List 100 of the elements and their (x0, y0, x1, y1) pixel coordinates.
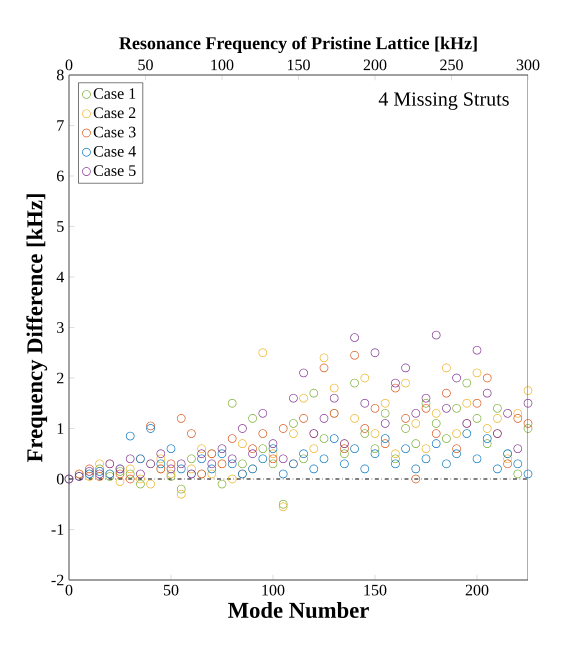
point (126, 432, 135, 440)
point (330, 434, 339, 443)
point (126, 454, 135, 464)
point (258, 409, 268, 418)
point (268, 460, 278, 468)
point (85, 472, 94, 481)
point (166, 470, 176, 478)
point (401, 444, 410, 454)
point (482, 434, 492, 443)
point (524, 424, 532, 433)
point (238, 460, 247, 468)
x2-tick-label: 150 (288, 59, 310, 70)
point (289, 394, 298, 403)
point (299, 394, 308, 403)
point (187, 454, 196, 464)
point (258, 444, 268, 454)
point (320, 414, 328, 423)
y-tick-label: 0 (56, 474, 64, 484)
point (207, 464, 216, 474)
point (197, 444, 206, 454)
point (524, 386, 532, 395)
point (116, 477, 124, 486)
point (126, 464, 135, 474)
legend-label: Case 4 (94, 146, 136, 157)
x-tick-label: 150 (364, 584, 386, 596)
point (360, 398, 370, 408)
point (95, 464, 104, 474)
y-tick-label: 2 (57, 372, 64, 384)
point (278, 502, 288, 512)
point (370, 449, 380, 458)
point (503, 460, 512, 468)
point (268, 454, 278, 464)
point (228, 460, 237, 468)
x-axis-title: Mode Number (228, 602, 369, 618)
legend-label: Case 2 (94, 107, 136, 118)
point (166, 472, 176, 481)
x-tick-label: 50 (164, 584, 178, 596)
point (228, 398, 237, 408)
point (524, 419, 532, 428)
point (432, 439, 441, 448)
point (401, 424, 410, 433)
point (482, 439, 492, 448)
point (482, 388, 492, 398)
legend-label: Case 5 (94, 165, 136, 176)
point (391, 378, 400, 388)
point (452, 444, 461, 454)
point (391, 454, 400, 464)
point (95, 460, 104, 468)
x2-tick-label: 50 (138, 59, 153, 70)
point (320, 454, 328, 464)
point (309, 464, 318, 474)
point (218, 449, 226, 458)
point (228, 434, 237, 443)
y-tick-label: 1 (58, 423, 64, 434)
point (156, 449, 166, 458)
point (299, 414, 308, 423)
point (411, 419, 420, 428)
point (462, 378, 472, 388)
point (95, 472, 104, 481)
point (360, 424, 370, 433)
point (248, 444, 257, 454)
point (360, 464, 370, 474)
point (228, 454, 237, 464)
point (176, 464, 186, 474)
point (278, 500, 288, 509)
point (197, 454, 206, 464)
point (432, 409, 441, 418)
annotation: 4 Missing Struts (378, 92, 509, 110)
x2-tick-label: 300 (516, 59, 540, 70)
x-tick-label: 0 (66, 584, 72, 596)
point (442, 404, 451, 413)
point (432, 419, 441, 428)
point (411, 409, 420, 418)
point (166, 444, 176, 454)
point (432, 330, 441, 340)
point (278, 454, 288, 464)
point (401, 364, 410, 372)
point (126, 470, 135, 478)
point (258, 348, 268, 358)
point (350, 378, 359, 388)
point (493, 404, 502, 413)
point (116, 470, 124, 478)
point (146, 480, 155, 488)
legend-label: Case 3 (94, 126, 136, 138)
point (320, 434, 328, 443)
point (340, 444, 349, 454)
point (370, 444, 380, 454)
point (268, 439, 278, 448)
y-tick-label: 8 (56, 70, 64, 80)
point (513, 444, 522, 454)
point (493, 464, 502, 474)
point (411, 464, 420, 474)
point (176, 490, 186, 498)
point (218, 444, 226, 454)
point (330, 384, 339, 392)
point (105, 472, 114, 481)
point (462, 429, 472, 438)
y-tick-label: 4 (56, 272, 64, 282)
point (166, 464, 176, 474)
point (299, 454, 308, 464)
